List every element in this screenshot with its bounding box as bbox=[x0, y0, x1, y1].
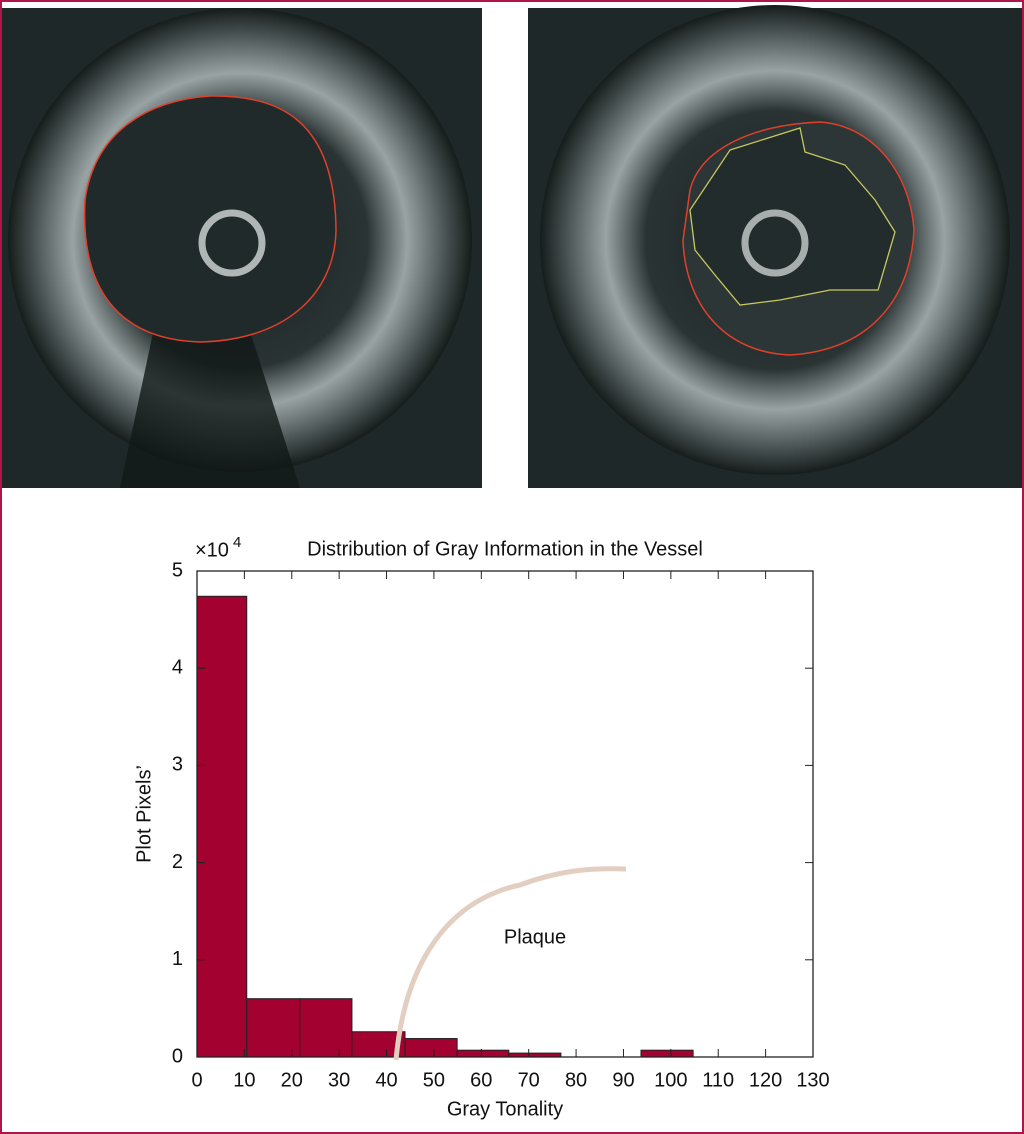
y-tick-label: 2 bbox=[172, 851, 183, 873]
x-tick-label: 0 bbox=[191, 1069, 202, 1091]
bar bbox=[640, 1049, 694, 1058]
plaque-curve bbox=[393, 866, 627, 1061]
x-tick-label: 90 bbox=[612, 1069, 634, 1091]
plot: 0 10 20 30 40 50 60 70 80 90 100 110 120 130 0 1 2 3 4 5 bbox=[172, 559, 830, 1091]
chart-title: Distribution of Gray Information in the … bbox=[307, 538, 703, 560]
x-tick-label: 40 bbox=[375, 1069, 397, 1091]
annotation: Plaque bbox=[504, 926, 566, 948]
y-tick-label: 4 bbox=[172, 656, 183, 678]
y-tick-label: 0 bbox=[172, 1045, 183, 1067]
y-multiplier-base: ×10 bbox=[195, 539, 229, 561]
y-tick-label: 1 bbox=[172, 948, 183, 970]
x-tick-label: 70 bbox=[518, 1069, 540, 1091]
bar bbox=[196, 595, 248, 1058]
bar bbox=[456, 1049, 510, 1058]
y-tick-label: 3 bbox=[172, 754, 183, 776]
x-tick-label: 50 bbox=[423, 1069, 445, 1091]
x-tick-label: 130 bbox=[796, 1069, 829, 1091]
ivus-image-right bbox=[528, 5, 1022, 488]
y-multiplier-exponent: 4 bbox=[233, 534, 241, 551]
x-tick-label: 60 bbox=[470, 1069, 492, 1091]
x-tick-label: 120 bbox=[749, 1069, 782, 1091]
ivus-image-left bbox=[2, 8, 482, 488]
x-tick-label: 110 bbox=[702, 1069, 734, 1091]
bar bbox=[246, 998, 301, 1058]
x-tick-label: 80 bbox=[565, 1069, 587, 1091]
y-tick-label: 5 bbox=[172, 559, 183, 581]
plot-frame bbox=[196, 570, 814, 1058]
x-tick-label: 30 bbox=[328, 1069, 350, 1091]
x-tick-label: 100 bbox=[654, 1069, 687, 1091]
bar bbox=[299, 998, 353, 1058]
x-tick-label: 10 bbox=[233, 1069, 255, 1091]
x-axis-label: Gray Tonality bbox=[447, 1098, 563, 1120]
x-tick-label: 20 bbox=[281, 1069, 303, 1091]
y-axis-label: Plot Pixels’ bbox=[133, 765, 155, 863]
bar bbox=[404, 1038, 458, 1058]
